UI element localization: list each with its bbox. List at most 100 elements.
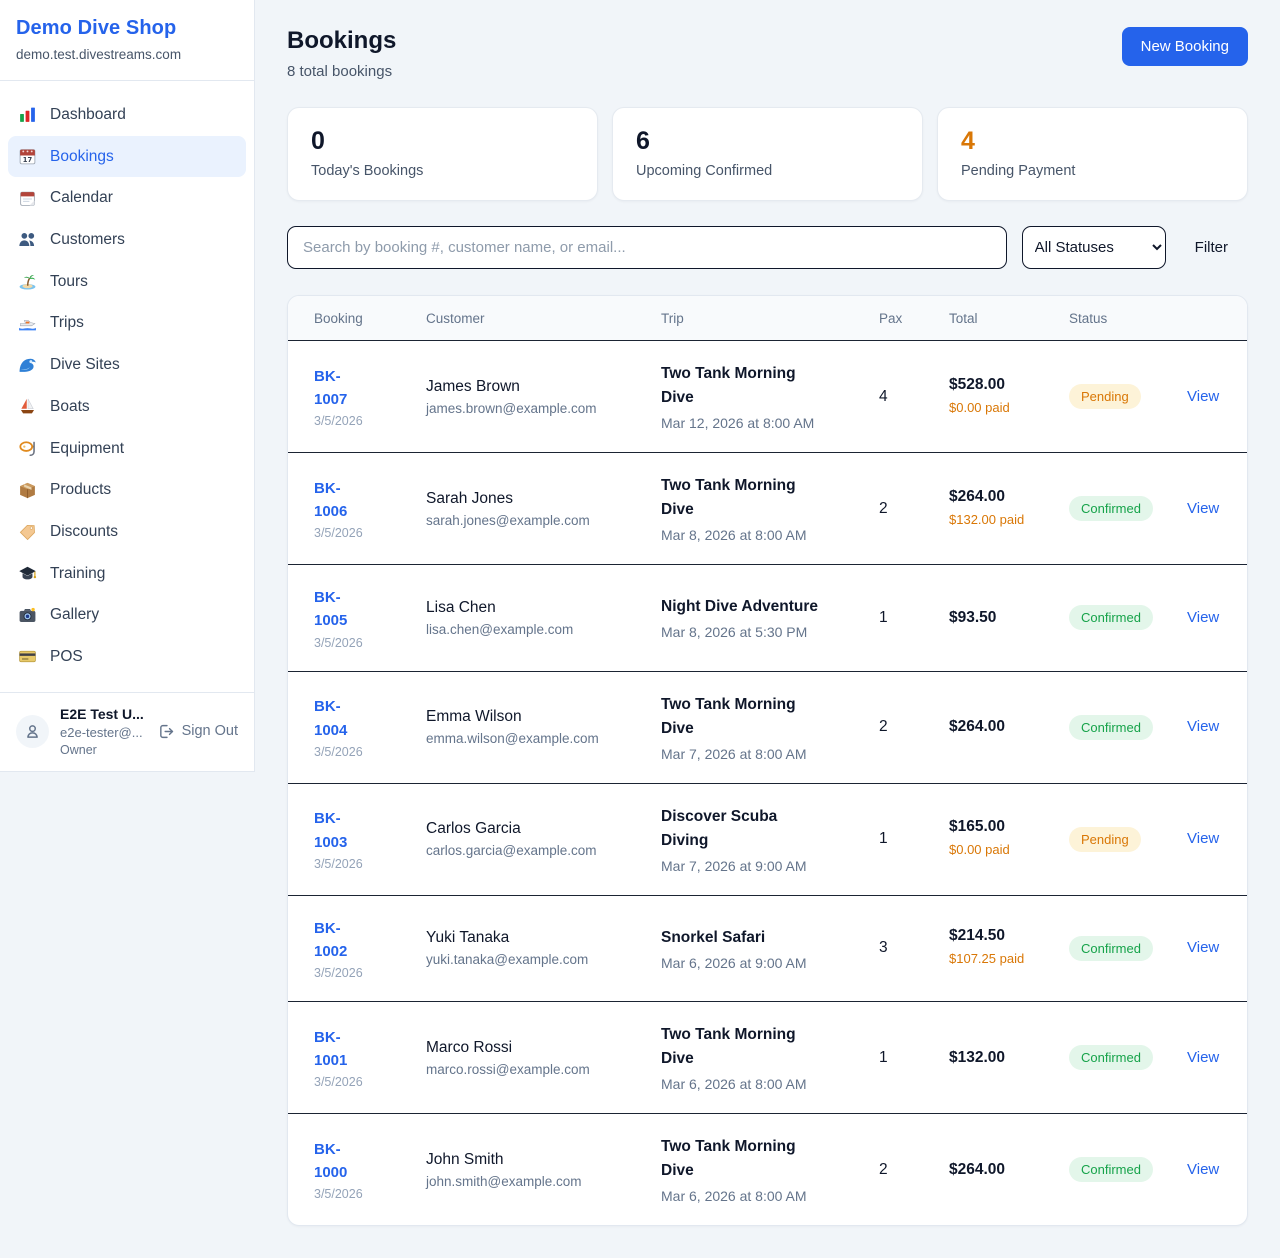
view-cell: View — [1187, 830, 1221, 848]
pax-count: 2 — [879, 1160, 888, 1178]
booking-date: 3/5/2026 — [314, 966, 363, 981]
table-row: BK-1007 3/5/2026 James Brown james.brown… — [288, 341, 1247, 454]
booking-id-link[interactable]: BK-1006 — [314, 479, 348, 521]
booking-date: 3/5/2026 — [314, 635, 363, 650]
customer-name: Emma Wilson — [426, 708, 522, 726]
sign-out-icon — [158, 723, 175, 740]
sidebar: Demo Dive Shop demo.test.divestreams.com… — [0, 0, 255, 772]
sidebar-item-label: Boats — [50, 397, 90, 415]
total-amount: $264.00 — [949, 487, 1006, 505]
avatar — [16, 714, 49, 748]
booking-date: 3/5/2026 — [314, 1187, 363, 1202]
trip-name: Discover Scuba Diving — [661, 807, 778, 849]
view-link[interactable]: View — [1187, 499, 1220, 517]
total-amount: $132.00 — [949, 1048, 1006, 1066]
view-link[interactable]: View — [1187, 1048, 1220, 1066]
view-cell: View — [1187, 1049, 1221, 1067]
page-header: Bookings 8 total bookings New Booking — [287, 27, 1248, 80]
table-row: BK-1005 3/5/2026 Lisa Chen lisa.chen@exa… — [288, 565, 1247, 672]
boats-icon — [18, 397, 37, 416]
customer-name: Sarah Jones — [426, 489, 514, 507]
trip-datetime: Mar 7, 2026 at 8:00 AM — [661, 745, 807, 762]
booking-cell: BK-1006 3/5/2026 — [314, 477, 426, 541]
trip-datetime: Mar 6, 2026 at 8:00 AM — [661, 1188, 807, 1205]
total-cell: $214.50 $107.25 paid — [949, 927, 1069, 969]
sidebar-item-trips[interactable]: Trips — [8, 302, 246, 344]
search-input[interactable] — [287, 226, 1007, 269]
sidebar-item-products[interactable]: Products — [8, 469, 246, 511]
booking-id-link[interactable]: BK-1004 — [314, 698, 348, 739]
booking-date: 3/5/2026 — [314, 856, 363, 871]
view-cell: View — [1187, 1161, 1221, 1179]
customer-email: yuki.tanaka@example.com — [426, 952, 589, 968]
total-amount: $264.00 — [949, 718, 1006, 736]
customer-email: marco.rossi@example.com — [426, 1061, 590, 1077]
sidebar-item-training[interactable]: Training — [8, 553, 246, 595]
total-amount: $528.00 — [949, 375, 1006, 393]
paid-amount: $0.00 paid — [949, 842, 1010, 858]
sidebar-item-discounts[interactable]: Discounts — [8, 511, 246, 553]
view-link[interactable]: View — [1187, 1160, 1220, 1178]
sidebar-item-tours[interactable]: Tours — [8, 261, 246, 303]
pos-icon — [18, 647, 37, 666]
view-link[interactable]: View — [1187, 939, 1220, 957]
trip-datetime: Mar 6, 2026 at 8:00 AM — [661, 1076, 807, 1093]
sidebar-item-label: Calendar — [50, 189, 113, 207]
booking-id-link[interactable]: BK-1007 — [314, 367, 348, 409]
sidebar-item-label: Trips — [50, 314, 84, 332]
sidebar-item-gallery[interactable]: Gallery — [8, 594, 246, 636]
sidebar-item-bookings[interactable]: Bookings — [8, 135, 246, 178]
bookings-table: Booking Customer Trip Pax Total Status BK-100… — [287, 295, 1248, 1227]
booking-date: 3/5/2026 — [314, 1075, 363, 1090]
column-header-status: Status — [1069, 310, 1108, 326]
stat-value: 0 — [311, 127, 325, 155]
products-icon — [18, 481, 37, 500]
sign-out-label: Sign Out — [181, 723, 238, 740]
booking-cell: BK-1005 3/5/2026 — [314, 586, 426, 650]
new-booking-button[interactable]: New Booking — [1121, 27, 1248, 66]
trip-cell: Snorkel Safari Mar 6, 2026 at 9:00 AM — [661, 926, 879, 971]
total-cell: $528.00 $0.00 paid — [949, 376, 1069, 418]
stat-card-pending-payment: 4 Pending Payment — [937, 107, 1248, 201]
customer-name: John Smith — [426, 1150, 504, 1168]
column-header-pax: Pax — [879, 310, 903, 326]
brand-link[interactable]: Demo Dive Shop — [16, 17, 177, 39]
customer-cell: James Brown james.brown@example.com — [426, 378, 661, 416]
view-link[interactable]: View — [1187, 387, 1220, 405]
booking-id-link[interactable]: BK-1001 — [314, 1028, 348, 1070]
dive-sites-icon — [18, 355, 37, 374]
booking-id-link[interactable]: BK-1005 — [314, 589, 348, 630]
sidebar-item-pos[interactable]: POS — [8, 636, 246, 678]
sidebar-item-equipment[interactable]: Equipment — [8, 428, 246, 470]
sidebar-item-calendar[interactable]: Calendar — [8, 177, 246, 219]
customer-cell: Yuki Tanaka yuki.tanaka@example.com — [426, 929, 661, 967]
sidebar-item-customers[interactable]: Customers — [8, 219, 246, 261]
status-badge: Confirmed — [1069, 714, 1153, 740]
trip-cell: Discover Scuba Diving Mar 7, 2026 at 9:0… — [661, 805, 879, 874]
user-info: E2E Test U... e2e-tester@... Owner — [60, 706, 144, 757]
booking-id-link[interactable]: BK-1000 — [314, 1140, 348, 1182]
booking-cell: BK-1007 3/5/2026 — [314, 365, 426, 429]
sidebar-item-label: Training — [50, 564, 106, 582]
trip-name: Snorkel Safari — [661, 928, 766, 946]
sidebar-item-dashboard[interactable]: Dashboard — [8, 94, 246, 136]
booking-id-link[interactable]: BK-1002 — [314, 919, 348, 960]
filter-button[interactable]: Filter — [1181, 239, 1248, 256]
status-filter-select[interactable]: All Statuses — [1021, 226, 1166, 269]
view-link[interactable]: View — [1187, 830, 1220, 848]
view-cell: View — [1187, 609, 1221, 627]
sidebar-item-dive-sites[interactable]: Dive Sites — [8, 344, 246, 386]
sidebar-item-label: POS — [50, 647, 83, 665]
view-link[interactable]: View — [1187, 608, 1220, 626]
customer-cell: Sarah Jones sarah.jones@example.com — [426, 490, 661, 528]
booking-cell: BK-1003 3/5/2026 — [314, 807, 426, 871]
trip-datetime: Mar 7, 2026 at 9:00 AM — [661, 857, 807, 874]
sidebar-item-boats[interactable]: Boats — [8, 386, 246, 428]
booking-id-link[interactable]: BK-1003 — [314, 810, 348, 851]
view-link[interactable]: View — [1187, 718, 1220, 736]
stat-label: Pending Payment — [961, 163, 1076, 179]
sidebar-item-label: Equipment — [50, 439, 125, 457]
table-body: BK-1007 3/5/2026 James Brown james.brown… — [288, 341, 1247, 1225]
sign-out-button[interactable]: Sign Out — [158, 723, 238, 740]
